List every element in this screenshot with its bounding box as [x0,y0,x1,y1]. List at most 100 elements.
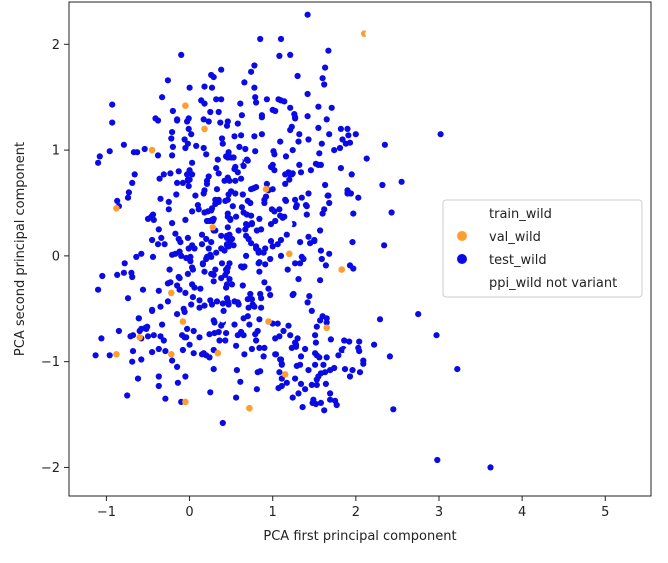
test-wild-point [185,125,192,132]
test-wild-point [274,320,281,327]
test-wild-point [283,231,290,238]
val-wild-point [182,398,189,406]
test-wild-point [335,352,342,359]
test-wild-point [262,261,269,268]
test-wild-point [302,386,309,393]
test-wild-point [198,231,206,238]
test-wild-point [312,361,319,368]
test-wild-point [129,179,136,186]
test-wild-point [203,235,210,243]
test-wild-point [344,125,351,132]
test-wild-point [200,144,207,152]
test-wild-point [356,338,363,345]
test-wild-point [318,140,325,147]
test-wild-point [277,97,285,104]
test-wild-point [240,315,247,322]
test-wild-point [263,180,270,187]
test-wild-point [166,266,173,273]
test-wild-point [188,131,195,138]
test-wild-point [144,333,152,340]
test-wild-point [337,165,344,172]
test-wild-point [189,242,196,249]
x-tick-label: 0 [185,505,193,520]
test-wild-point [296,161,303,168]
test-wild-point [149,349,156,356]
test-wild-point [224,196,231,203]
test-wild-point [241,263,248,270]
test-wild-point [226,260,233,267]
test-wild-point [130,149,137,156]
test-wild-point [318,255,325,263]
test-wild-point [92,352,99,359]
test-wild-point [218,260,226,267]
test-wild-point [214,156,221,163]
points-layer [92,11,494,471]
test-wild-point [143,325,150,332]
test-wild-point [238,132,245,139]
train-wild-point [344,347,351,355]
test-wild-point [248,68,255,75]
test-wild-point [197,285,204,292]
test-wild-point [149,253,157,260]
test-wild-point [196,334,203,341]
test-wild-point [434,456,441,464]
test-wild-point [251,84,258,91]
test-wild-point [155,373,162,380]
x-tick-label: 3 [435,505,443,520]
test-wild-point [114,271,121,278]
test-wild-point [213,186,221,193]
test-wild-point [237,378,244,385]
test-wild-point [125,189,132,196]
test-wild-point [162,395,169,402]
x-axis-title: PCA first principal component [263,529,456,544]
train-wild-point [369,146,376,154]
y-tick-label: 2 [52,38,60,53]
test-wild-point [207,297,214,304]
test-wild-point [248,240,255,247]
test-wild-point [386,353,393,360]
test-wild-point [201,302,208,309]
legend-box [442,199,643,298]
test-wild-point [109,119,116,126]
test-wild-point [243,232,250,239]
test-wild-point [297,353,305,360]
test-wild-point [169,152,176,159]
test-wild-point [265,285,272,292]
test-wild-point [213,96,220,103]
test-wild-point [326,199,333,207]
test-wild-point [207,389,214,396]
test-wild-point [210,366,217,373]
test-wild-point [276,206,283,213]
test-wild-point [241,79,248,86]
test-wild-point [260,249,267,256]
test-wild-point [233,213,240,220]
test-wild-point [258,226,265,233]
test-wild-point [154,152,162,159]
test-wild-point [326,250,333,257]
test-wild-point [165,198,172,205]
test-wild-point [219,419,226,427]
test-wild-point [218,96,225,103]
test-wild-point [251,133,258,140]
test-wild-point [282,180,289,187]
test-wild-point [289,291,296,299]
test-wild-point [204,208,211,215]
test-wild-point [222,337,229,344]
test-wild-point [315,124,322,131]
test-wild-point [182,216,189,223]
test-wild-point [201,83,208,90]
y-axis-title: PCA second principal component [13,142,28,356]
test-wild-point [291,111,298,118]
test-wild-point [161,241,168,248]
test-wild-point [196,297,203,304]
test-wild-point [280,327,287,335]
test-wild-point [220,307,227,314]
test-wild-point [295,138,302,145]
test-wild-point [278,361,285,368]
val-wild-point [113,351,120,358]
test-wild-point [188,301,195,308]
test-wild-point [319,210,326,217]
test-wild-point [244,296,251,303]
test-wild-point [322,262,329,269]
test-wild-point [219,140,226,147]
